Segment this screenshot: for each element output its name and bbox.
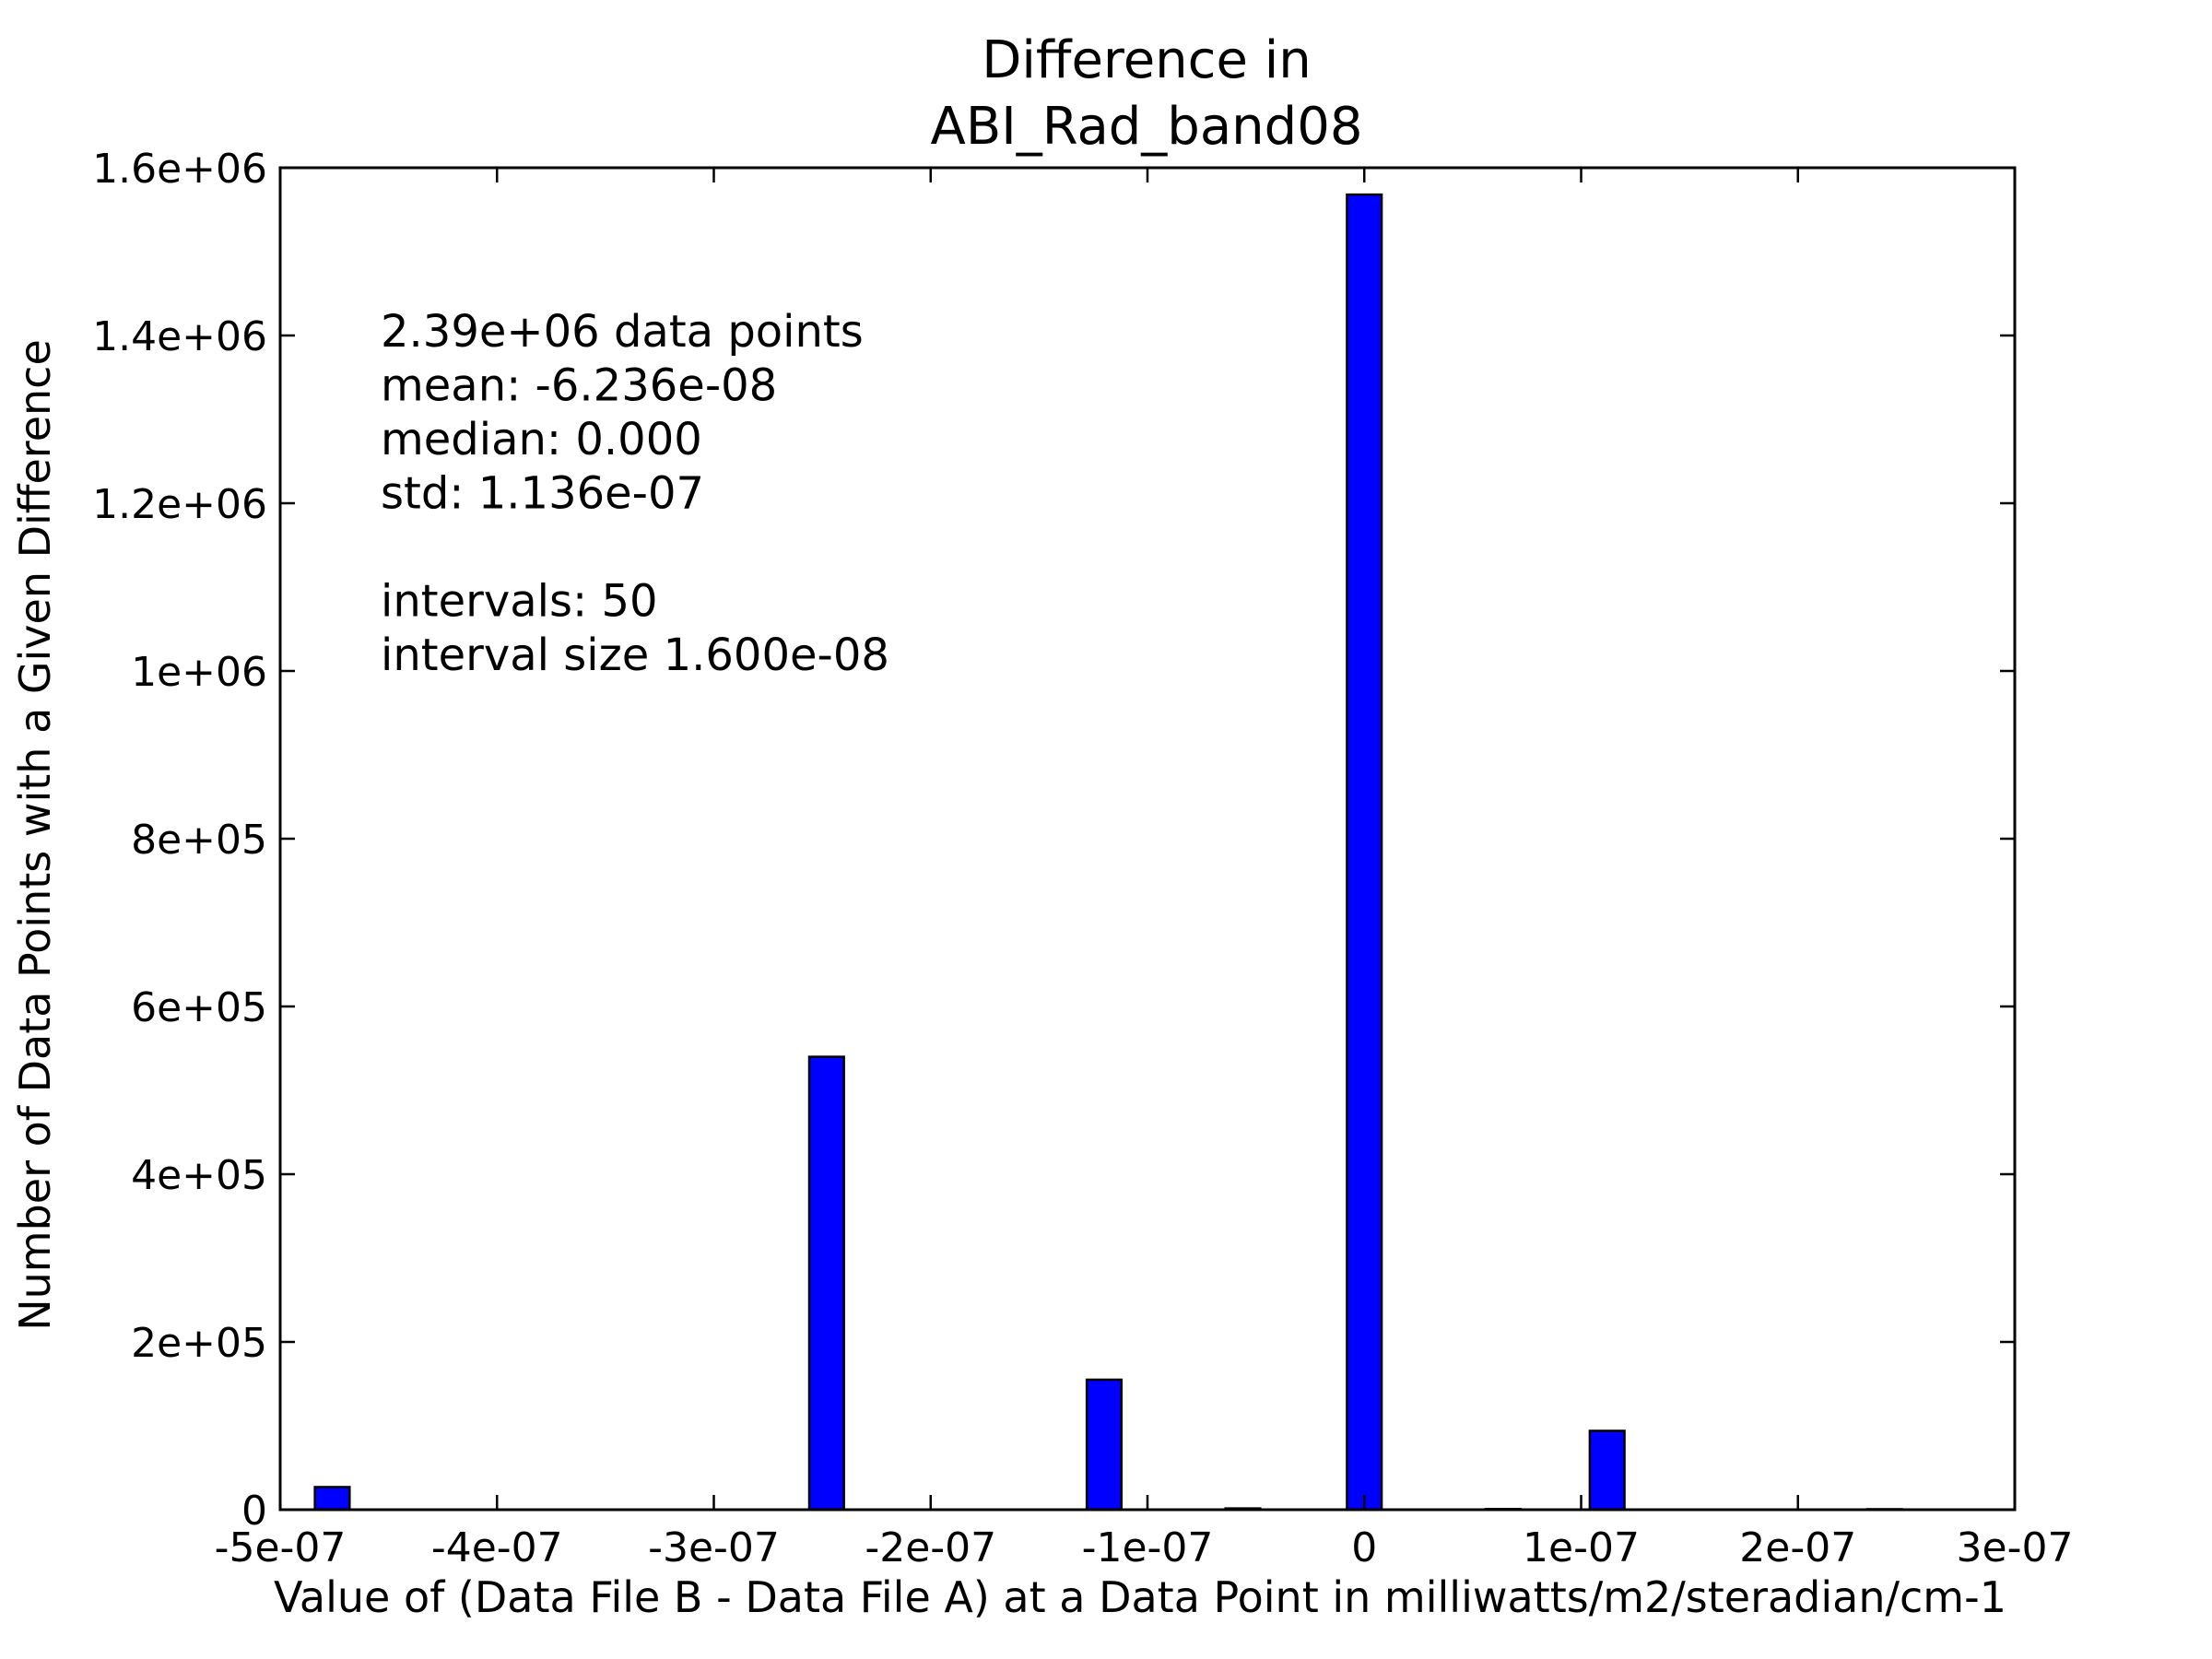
x-tick-label: -1e-07 xyxy=(1082,1524,1214,1571)
histogram-bar xyxy=(1085,1378,1124,1512)
x-tick-label: -5e-07 xyxy=(215,1524,347,1571)
y-tick-label: 1e+06 xyxy=(131,649,267,696)
y-tick-label: 8e+05 xyxy=(131,817,267,864)
chart-title-line-1: Difference in xyxy=(982,30,1312,90)
stats-line: median: 0.000 xyxy=(381,414,702,465)
y-tick-label: 2e+05 xyxy=(131,1320,267,1367)
tick-labels-group: -5e-07 -4e-07 -3e-07 -2e-07 -1e-07 0 1e-07 2e-0… xyxy=(92,146,2073,1571)
x-tick-label: 0 xyxy=(1351,1524,1377,1571)
histogram-bar xyxy=(807,1055,845,1512)
histogram-bar xyxy=(1588,1430,1626,1512)
stats-line: 2.39e+06 data points xyxy=(381,306,864,358)
x-tick-label: 1e-07 xyxy=(1523,1524,1640,1571)
x-tick-label: 3e-07 xyxy=(1957,1524,2074,1571)
histogram-bar xyxy=(1346,193,1383,1512)
x-axis-label: Value of (Data File B - Data File A) at … xyxy=(274,1572,2006,1622)
y-tick-label: 6e+05 xyxy=(131,984,267,1031)
x-tick-label: -4e-07 xyxy=(431,1524,563,1571)
x-tick-label: 2e-07 xyxy=(1739,1524,1856,1571)
x-tick-label: -2e-07 xyxy=(865,1524,996,1571)
stats-line: mean: -6.236e-08 xyxy=(381,360,777,412)
y-tick-label: 4e+05 xyxy=(131,1152,267,1199)
x-tick-label: -3e-07 xyxy=(648,1524,780,1571)
y-axis-label: Number of Data Points with a Given Diffe… xyxy=(10,339,60,1331)
plot-frame xyxy=(278,166,2017,1512)
stats-line: intervals: 50 xyxy=(381,576,658,628)
y-tick-label: 1.2e+06 xyxy=(92,481,267,528)
histogram-bar xyxy=(313,1486,351,1512)
stats-line: interval size 1.600e-08 xyxy=(381,629,889,681)
y-tick-label: 1.6e+06 xyxy=(92,146,267,193)
chart-title-line-2: ABI_Rad_band08 xyxy=(931,97,1363,157)
stats-line: std: 1.136e-07 xyxy=(381,468,704,520)
y-tick-label: 0 xyxy=(241,1488,267,1535)
y-tick-label: 1.4e+06 xyxy=(92,313,267,360)
